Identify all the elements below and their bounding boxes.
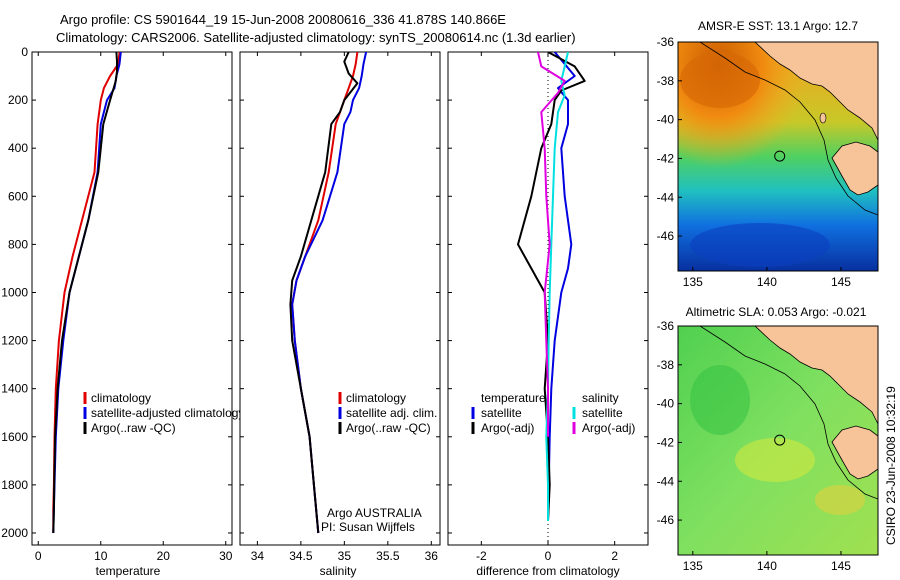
timestamp-label: CSIRO 23-Jun-2008 10:32:19 bbox=[884, 386, 898, 545]
sla-shelf-contour bbox=[699, 326, 878, 500]
x-tick-label: 2 bbox=[611, 549, 618, 563]
depth-tick-label: 0 bbox=[21, 45, 28, 59]
legend-label-argo: Argo(..raw -QC) bbox=[346, 421, 431, 435]
depth-tick-label: 400 bbox=[8, 141, 28, 155]
argo-program-annotation: Argo AUSTRALIA bbox=[327, 506, 422, 520]
x-tick-label: -2 bbox=[476, 549, 487, 563]
lat-tick-label: -36 bbox=[657, 35, 675, 49]
x-tick-label: 35 bbox=[338, 549, 352, 563]
sst-warm-patch bbox=[680, 52, 760, 108]
sla-profile-marker bbox=[774, 434, 786, 446]
sst-shelf-contour bbox=[699, 42, 878, 216]
lat-tick-label: -40 bbox=[657, 113, 675, 127]
salinity-axis-label: salinity bbox=[320, 564, 357, 578]
depth-tick-label: 2000 bbox=[1, 526, 28, 540]
depth-tick-label: 1800 bbox=[1, 478, 28, 492]
figure-title-line2: Climatology: CARS2006. Satellite-adjuste… bbox=[56, 30, 576, 45]
lat-tick-label: -44 bbox=[657, 474, 675, 488]
lon-tick-label: 145 bbox=[831, 275, 851, 289]
salinity-panel: 34 34.5 35 35.5 36 salinity climatology sate… bbox=[239, 51, 441, 578]
legend-label-sal-satellite: satellite bbox=[582, 406, 623, 420]
sst-map-title: AMSR-E SST: 13.1 Argo: 12.7 bbox=[698, 19, 858, 33]
lat-tick-label: -38 bbox=[657, 358, 675, 372]
x-tick-label: 36 bbox=[425, 549, 439, 563]
series-line-argo-adj-3 bbox=[537, 52, 566, 437]
depth-tick-label: 1600 bbox=[1, 430, 28, 444]
sla-yellow-patch-east bbox=[815, 485, 865, 515]
lat-tick-label: -46 bbox=[657, 229, 675, 243]
x-tick-label: 35.5 bbox=[376, 549, 400, 563]
lat-tick-label: -42 bbox=[657, 435, 675, 449]
x-tick-label: 34 bbox=[251, 549, 265, 563]
salinity-plot-frame bbox=[239, 51, 441, 546]
sla-land-mainland bbox=[754, 326, 878, 425]
depth-tick-label: 600 bbox=[8, 189, 28, 203]
sla-map-panel: Altimetric SLA: 0.053 Argo: -0.021 -36 -3… bbox=[657, 305, 879, 573]
series-line-argo-raw-qc-2 bbox=[289, 52, 359, 534]
sla-map-frame bbox=[677, 325, 879, 556]
king-island bbox=[819, 112, 827, 124]
sla-green-patch bbox=[690, 365, 750, 435]
legend-label-climatology: climatology bbox=[91, 391, 151, 405]
sst-land-tasmania bbox=[831, 141, 878, 196]
legend-label-climatology: climatology bbox=[346, 391, 406, 405]
series-line-satellite-0 bbox=[547, 52, 576, 522]
lon-tick-label: 135 bbox=[683, 559, 703, 573]
legend-title-temperature: temperature bbox=[481, 391, 546, 405]
figure-title-line1: Argo profile: CS 5901644_19 15-Jun-2008 … bbox=[60, 12, 506, 27]
legend-label-sal-argo: Argo(-adj) bbox=[582, 421, 635, 435]
lat-tick-label: -36 bbox=[657, 319, 675, 333]
legend-title-salinity: salinity bbox=[582, 391, 619, 405]
sst-map-frame bbox=[677, 41, 879, 272]
sla-yellow-patch bbox=[735, 438, 815, 482]
lon-tick-label: 140 bbox=[757, 559, 777, 573]
difference-panel: -2 0 2 difference from climatology tempera… bbox=[447, 51, 649, 578]
sla-land-tasmania bbox=[831, 425, 878, 480]
sst-cool-patch bbox=[690, 223, 830, 267]
salinity-legend: climatology satellite adj. clim. Argo(..… bbox=[338, 391, 437, 435]
sst-land-mainland bbox=[754, 42, 878, 141]
depth-tick-label: 1200 bbox=[1, 334, 28, 348]
lon-tick-label: 140 bbox=[757, 275, 777, 289]
temperature-panel: 0 200 400 600 800 1000 1200 1400 1600 1800 2000 0 1… bbox=[1, 45, 244, 578]
sst-map-panel: AMSR-E SST: 13.1 Argo: 12.7 -36 -38 -40 -42… bbox=[657, 19, 879, 289]
depth-tick-label: 1000 bbox=[1, 285, 28, 299]
lat-tick-label: -46 bbox=[657, 513, 675, 527]
legend-label-satellite-adj: satellite adj. clim. bbox=[346, 406, 437, 420]
temperature-axis-label: temperature bbox=[96, 564, 161, 578]
depth-tick-label: 200 bbox=[8, 93, 28, 107]
pi-annotation: PI: Susan Wijffels bbox=[321, 520, 415, 534]
x-tick-label: 20 bbox=[157, 549, 171, 563]
legend-label-temp-satellite: satellite bbox=[481, 406, 522, 420]
depth-tick-label: 1400 bbox=[1, 382, 28, 396]
x-tick-label: 34.5 bbox=[289, 549, 313, 563]
lon-tick-label: 145 bbox=[831, 559, 851, 573]
lon-tick-label: 135 bbox=[683, 275, 703, 289]
difference-legend: temperature salinity satellite Argo(-adj… bbox=[471, 391, 635, 435]
legend-label-temp-argo: Argo(-adj) bbox=[481, 421, 534, 435]
x-tick-label: 0 bbox=[35, 549, 42, 563]
legend-label-argo: Argo(..raw -QC) bbox=[91, 421, 176, 435]
series-line-satellite-2 bbox=[545, 52, 569, 521]
depth-tick-label: 800 bbox=[8, 237, 28, 251]
series-line-argo-raw-qc-2 bbox=[52, 52, 118, 534]
x-tick-label: 30 bbox=[219, 549, 233, 563]
lat-tick-label: -40 bbox=[657, 397, 675, 411]
lat-tick-label: -38 bbox=[657, 74, 675, 88]
difference-axis-label: difference from climatology bbox=[476, 564, 619, 578]
sst-profile-marker bbox=[774, 150, 786, 162]
lat-tick-label: -42 bbox=[657, 151, 675, 165]
lat-tick-label: -44 bbox=[657, 190, 675, 204]
temperature-legend: climatology satellite-adjusted climatolo… bbox=[83, 391, 244, 435]
temperature-plot-frame bbox=[31, 51, 233, 546]
sla-map-title: Altimetric SLA: 0.053 Argo: -0.021 bbox=[686, 305, 867, 319]
x-tick-label: 0 bbox=[545, 549, 552, 563]
legend-label-satellite-adjusted: satellite-adjusted climatology bbox=[91, 406, 244, 420]
x-tick-label: 10 bbox=[94, 549, 108, 563]
